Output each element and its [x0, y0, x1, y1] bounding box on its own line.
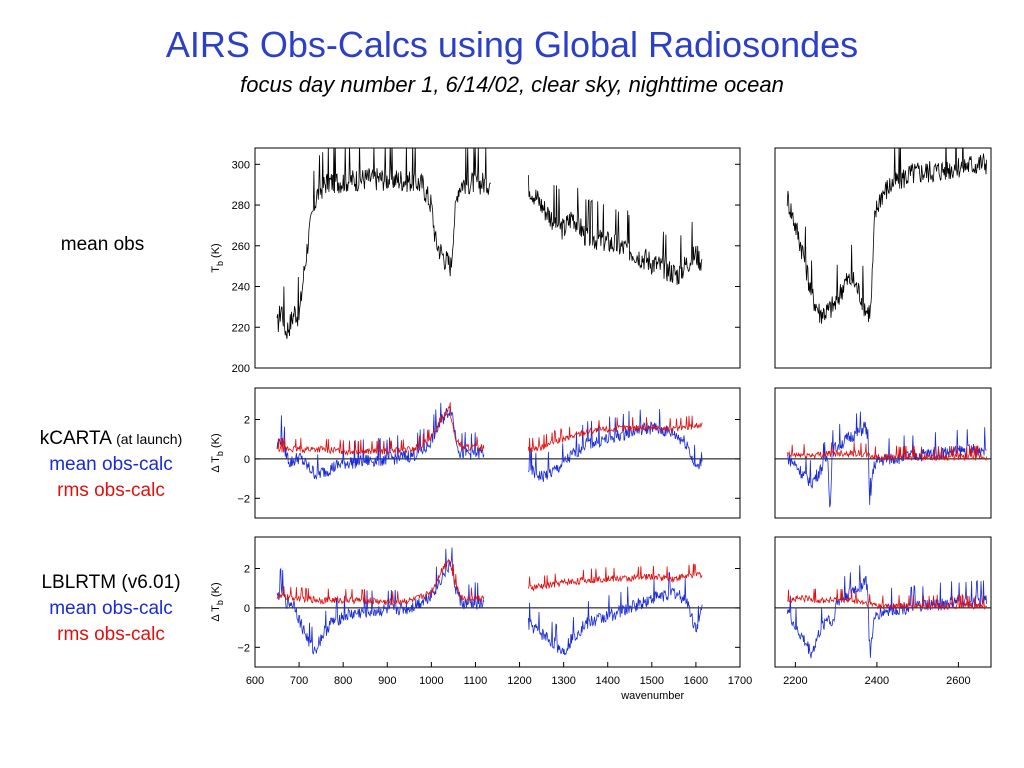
chart-kcarta-right: [774, 387, 992, 519]
x-tick-label: 900: [378, 675, 396, 687]
x-tick-label: 1500: [640, 675, 664, 687]
x-tick-label: 1600: [684, 675, 708, 687]
y-tick-label: 280: [232, 200, 250, 212]
x-tick-label: 1100: [464, 675, 488, 687]
y-tick-label: 0: [244, 454, 250, 466]
plot-frame: [254, 387, 741, 519]
row-label-mean-obs: mean obs: [30, 232, 175, 258]
x-tick-label: 1200: [507, 675, 531, 687]
y-axis-label: Tb (K): [210, 243, 225, 272]
x-axis-label: wavenumber: [620, 690, 684, 702]
kcarta-rms-label: rms obs-calc: [57, 480, 165, 501]
kcarta-title: kCARTA (at launch): [16, 426, 206, 452]
lblrtm-mean-label: mean obs-calc: [49, 598, 173, 619]
x-tick-label: 800: [334, 675, 352, 687]
series-line-0-seg-0: [276, 402, 485, 480]
series-line-0-seg-0: [276, 148, 491, 339]
y-tick-label: 220: [232, 322, 250, 334]
row-label-mean-obs-text: mean obs: [60, 234, 145, 255]
series-line-1-seg-0: [786, 442, 987, 462]
series-line-0-seg-1: [528, 408, 703, 482]
y-tick-label: 2: [244, 415, 250, 427]
chart-kcarta-left: −2 0 2 Δ Tb (K): [210, 387, 741, 519]
row-label-lblrtm: LBLRTM (v6.01) mean obs-calc rms obs-cal…: [16, 570, 206, 648]
plot-frame: [254, 147, 741, 369]
series-line-0-seg-0: [786, 148, 987, 324]
x-tick-label: 2600: [946, 675, 970, 687]
series-line-1-seg-0: [276, 558, 485, 607]
chart-lblrtm-left: −2 0 2 600 700 800 900 1000 1100 1200 1300 1400 1500…: [210, 536, 752, 702]
plot-frame: [774, 147, 992, 369]
plot-frame: [254, 536, 741, 668]
kcarta-note: (at launch): [116, 431, 183, 447]
series-line-0-seg-0: [786, 565, 987, 659]
y-tick-label: 240: [232, 282, 250, 294]
y-tick-label: 0: [244, 603, 250, 615]
chart-obs-left: 200 220 240 260 280 300 Tb (K): [210, 147, 741, 375]
series-line-1-seg-0: [276, 402, 485, 456]
y-tick-label: −2: [237, 493, 250, 505]
kcarta-name: kCARTA: [39, 428, 111, 449]
plot-frame: [774, 536, 992, 668]
y-tick-label: 300: [232, 159, 250, 171]
plot-frame: [774, 387, 992, 519]
y-tick-label: 2: [244, 564, 250, 576]
x-tick-label: 2400: [865, 675, 889, 687]
x-tick-label: 1700: [728, 675, 752, 687]
y-axis-label: Δ Tb (K): [210, 582, 225, 621]
series-line-1-seg-1: [528, 415, 703, 453]
y-tick-label: 200: [232, 363, 250, 375]
series-line-0-seg-1: [528, 572, 703, 656]
row-label-kcarta: kCARTA (at launch) mean obs-calc rms obs…: [16, 426, 206, 504]
y-axis-label: Δ Tb (K): [210, 433, 225, 472]
y-tick-label: 260: [232, 241, 250, 253]
x-tick-label: 1300: [551, 675, 575, 687]
x-tick-label: 2200: [783, 675, 807, 687]
x-tick-label: 700: [290, 675, 308, 687]
chart-lblrtm-right: 2200 2400 2600: [774, 536, 992, 687]
x-tick-label: 600: [246, 675, 264, 687]
x-tick-label: 1000: [419, 675, 443, 687]
kcarta-mean-label: mean obs-calc: [49, 454, 173, 475]
series-line-0-seg-0: [276, 547, 485, 655]
page-subtitle: focus day number 1, 6/14/02, clear sky, …: [240, 72, 784, 97]
series-line-1-seg-1: [528, 563, 703, 592]
x-tick-label: 1400: [595, 675, 619, 687]
lblrtm-rms-label: rms obs-calc: [57, 624, 165, 645]
page-title: AIRS Obs-Calcs using Global Radiosondes: [165, 24, 859, 65]
chart-obs-right: [774, 147, 992, 369]
lblrtm-name: LBLRTM (v6.01): [41, 572, 181, 593]
series-line-0-seg-1: [528, 175, 703, 285]
y-tick-label: −2: [237, 642, 250, 654]
series-line-1-seg-0: [787, 588, 987, 611]
